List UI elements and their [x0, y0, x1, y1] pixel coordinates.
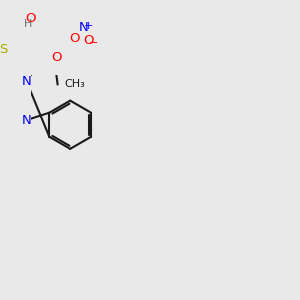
Text: N: N: [78, 21, 88, 34]
Text: S: S: [0, 43, 8, 56]
Text: O: O: [51, 51, 62, 64]
Text: N: N: [22, 114, 31, 127]
Text: CH₃: CH₃: [65, 79, 85, 89]
Text: H: H: [23, 19, 32, 29]
Text: −: −: [89, 38, 99, 48]
Text: O: O: [26, 12, 36, 25]
Text: +: +: [84, 21, 93, 31]
Text: O: O: [83, 34, 94, 47]
Text: O: O: [69, 32, 80, 45]
Text: N: N: [22, 75, 31, 88]
